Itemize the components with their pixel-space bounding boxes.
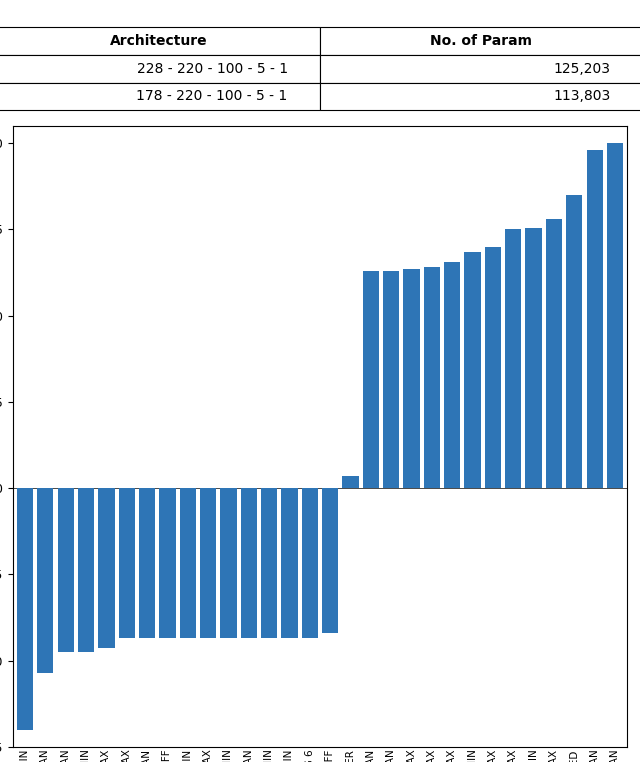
Bar — [301, 488, 318, 638]
Bar — [261, 488, 277, 638]
Bar — [78, 488, 94, 652]
Bar — [566, 195, 582, 488]
Bar — [342, 476, 358, 488]
Bar — [444, 262, 460, 488]
Bar — [322, 488, 339, 633]
Bar — [118, 488, 135, 638]
Bar — [525, 228, 541, 488]
Bar — [363, 271, 379, 488]
Bar — [424, 267, 440, 488]
Bar — [505, 229, 522, 488]
Bar — [282, 488, 298, 638]
Bar — [465, 251, 481, 488]
Bar — [403, 269, 420, 488]
Bar — [99, 488, 115, 648]
Bar — [58, 488, 74, 652]
Bar — [159, 488, 175, 638]
Bar — [546, 219, 562, 488]
Bar — [607, 143, 623, 488]
Bar — [139, 488, 156, 638]
Bar — [220, 488, 237, 638]
Bar — [37, 488, 54, 673]
Bar — [241, 488, 257, 638]
Bar — [586, 150, 603, 488]
Bar — [484, 247, 501, 488]
Bar — [180, 488, 196, 638]
Bar — [17, 488, 33, 729]
Bar — [383, 271, 399, 488]
Bar — [200, 488, 216, 638]
